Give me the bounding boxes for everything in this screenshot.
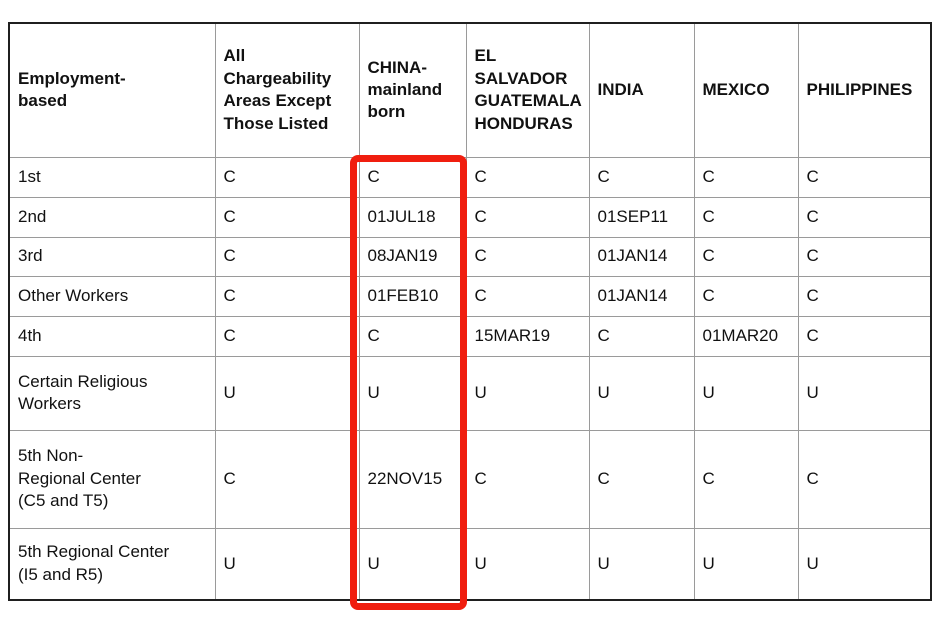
table-row-5th-non-regional-center: 5th Non- Regional Center (C5 and T5) C 2… (8, 429, 932, 529)
row-label: Other Workers (8, 275, 216, 317)
table-row-3rd: 3rd C 08JAN19 C 01JAN14 C C (8, 236, 932, 277)
header-el-salvador-guatemala-honduras: EL SALVADOR GUATEMALA HONDURAS (465, 22, 590, 158)
header-mexico: MEXICO (693, 22, 799, 158)
row-label: Certain Religious Workers (8, 355, 216, 431)
cell-value: U (358, 527, 467, 601)
cell-value: C (588, 315, 695, 357)
cell-value: C (797, 156, 932, 198)
header-philippines: PHILIPPINES (797, 22, 932, 158)
cell-value: C (214, 236, 360, 277)
cell-value: U (214, 355, 360, 431)
cell-value: 01MAR20 (693, 315, 799, 357)
cell-value: C (465, 236, 590, 277)
cell-value: C (358, 315, 467, 357)
cell-value: C (358, 156, 467, 198)
cell-value: U (693, 527, 799, 601)
table-row-1st: 1st C C C C C C (8, 156, 932, 198)
header-china-mainland-born: CHINA- mainland born (358, 22, 467, 158)
cell-value: C (465, 156, 590, 198)
row-label: 3rd (8, 236, 216, 277)
cell-value: C (693, 156, 799, 198)
cell-value: 01SEP11 (588, 196, 695, 238)
cell-value: C (693, 275, 799, 317)
header-india: INDIA (588, 22, 695, 158)
cell-value: C (214, 429, 360, 529)
cell-value: 01JAN14 (588, 275, 695, 317)
row-label: 5th Regional Center (I5 and R5) (8, 527, 216, 601)
row-label: 4th (8, 315, 216, 357)
cell-value: U (358, 355, 467, 431)
cell-value: C (797, 236, 932, 277)
table-header-row: Employment- based All Chargeability Area… (8, 22, 932, 158)
header-all-chargeability: All Chargeability Areas Except Those Lis… (214, 22, 360, 158)
cell-value: C (797, 196, 932, 238)
visa-bulletin-table: Employment- based All Chargeability Area… (8, 22, 932, 601)
cell-value: 08JAN19 (358, 236, 467, 277)
cell-value: 01FEB10 (358, 275, 467, 317)
cell-value: C (465, 196, 590, 238)
table-row-2nd: 2nd C 01JUL18 C 01SEP11 C C (8, 196, 932, 238)
cell-value: C (797, 275, 932, 317)
cell-value: 01JAN14 (588, 236, 695, 277)
cell-value: U (588, 527, 695, 601)
row-label: 1st (8, 156, 216, 198)
cell-value: 22NOV15 (358, 429, 467, 529)
cell-value: U (797, 355, 932, 431)
table-row-5th-regional-center: 5th Regional Center (I5 and R5) U U U U … (8, 527, 932, 601)
cell-value: 15MAR19 (465, 315, 590, 357)
row-label: 2nd (8, 196, 216, 238)
row-label: 5th Non- Regional Center (C5 and T5) (8, 429, 216, 529)
cell-value: C (797, 429, 932, 529)
cell-value: U (588, 355, 695, 431)
table-row-other-workers: Other Workers C 01FEB10 C 01JAN14 C C (8, 275, 932, 317)
cell-value: C (797, 315, 932, 357)
cell-value: U (214, 527, 360, 601)
cell-value: C (693, 196, 799, 238)
header-employment-based: Employment- based (8, 22, 216, 158)
cell-value: C (214, 275, 360, 317)
cell-value: C (465, 429, 590, 529)
cell-value: C (214, 315, 360, 357)
cell-value: C (214, 196, 360, 238)
table-row-certain-religious-workers: Certain Religious Workers U U U U U U (8, 355, 932, 431)
cell-value: 01JUL18 (358, 196, 467, 238)
table-row-4th: 4th C C 15MAR19 C 01MAR20 C (8, 315, 932, 357)
cell-value: C (588, 429, 695, 529)
cell-value: C (214, 156, 360, 198)
cell-value: U (465, 527, 590, 601)
cell-value: C (693, 236, 799, 277)
cell-value: U (693, 355, 799, 431)
cell-value: C (693, 429, 799, 529)
cell-value: U (797, 527, 932, 601)
cell-value: C (588, 156, 695, 198)
cell-value: U (465, 355, 590, 431)
cell-value: C (465, 275, 590, 317)
